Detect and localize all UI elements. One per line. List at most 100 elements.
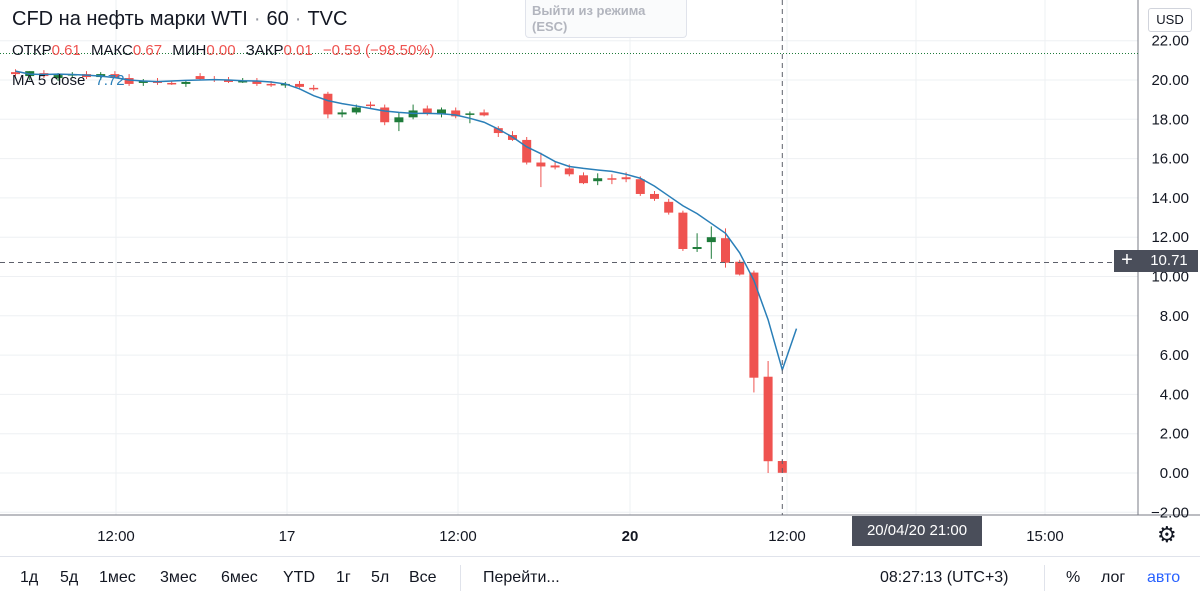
candle: [593, 173, 603, 186]
y-tick-label: 8.00: [1160, 308, 1189, 325]
candle: [721, 228, 730, 268]
range-3m-button[interactable]: 3мес: [160, 569, 197, 586]
candle-body: [777, 461, 787, 473]
x-tick-label: 20: [622, 528, 639, 545]
candle: [706, 226, 716, 259]
x-tick-label: 17: [279, 528, 296, 545]
candle: [763, 360, 773, 473]
candle-body: [607, 178, 617, 180]
x-tick-label: 15:00: [1026, 528, 1064, 545]
candle-body: [351, 107, 361, 113]
ma5-line: [15, 70, 798, 373]
range-1d-button[interactable]: 1д: [20, 569, 39, 586]
candle-body: [110, 74, 120, 79]
y-tick-label: 20.00: [1151, 72, 1189, 89]
candle-body: [763, 376, 773, 462]
chart-grid: [0, 0, 1138, 515]
symbol-name[interactable]: CFD на нефть марки WTI: [12, 8, 248, 30]
candle: [550, 161, 560, 170]
range-6m-button[interactable]: 6мес: [221, 569, 258, 586]
range-ytd-button[interactable]: YTD: [283, 569, 315, 586]
candle-body: [394, 117, 404, 123]
range-1y-button[interactable]: 1г: [336, 569, 351, 586]
y-tick-label: 6.00: [1160, 347, 1189, 364]
candle: [650, 191, 659, 201]
candle: [337, 109, 347, 118]
candle-body: [451, 110, 461, 117]
interval[interactable]: 60: [266, 8, 289, 30]
candle-body: [735, 261, 745, 275]
exit-fullscreen-label: Выйти из режима: [532, 3, 646, 18]
candle-body: [422, 108, 432, 114]
candle-body: [309, 87, 319, 90]
range-1m-button[interactable]: 1мес: [99, 569, 136, 586]
candle-body: [380, 107, 390, 123]
candle: [394, 112, 404, 132]
candle-body: [465, 113, 475, 115]
candle: [451, 107, 461, 119]
y-tick-label: 18.00: [1151, 111, 1189, 128]
candle-body: [650, 193, 659, 199]
candle: [11, 69, 20, 77]
log-scale-toggle[interactable]: лог: [1101, 569, 1126, 586]
candle-body: [749, 272, 759, 378]
candle-body: [11, 72, 20, 75]
high-value: 0.67: [132, 42, 163, 59]
candle: [522, 136, 532, 165]
candle: [465, 111, 475, 124]
candle-body: [621, 177, 631, 180]
toolbar-divider: [1044, 565, 1045, 591]
ma-legend[interactable]: MA 5 close 7.72: [12, 72, 125, 89]
candle-body: [564, 168, 574, 175]
candle: [295, 80, 304, 88]
candle: [664, 198, 674, 215]
price-chart[interactable]: −2.00 0.00 2.00 4.00 6.00 8.00 10.00 12.00 14.00…: [0, 0, 1200, 556]
ohlc-legend: ОТКР0.61 МАКС0.67 МИН0.00 ЗАКР0.01 −0.59…: [12, 42, 441, 59]
candle: [366, 101, 375, 109]
candle-body: [692, 247, 702, 249]
close-label: ЗАКР: [245, 42, 284, 59]
candle-body: [721, 238, 730, 263]
high-label: МАКС: [90, 42, 133, 59]
candle-body: [266, 83, 276, 86]
candle-body: [295, 83, 304, 87]
y-tick-label: 4.00: [1160, 386, 1189, 403]
candle-body: [437, 109, 446, 115]
candle-body: [706, 237, 716, 243]
change-value: −0.59 (−98.50%): [322, 42, 435, 59]
exit-fullscreen-hint: (ESC): [532, 19, 568, 34]
candle-body: [536, 162, 546, 167]
crosshair-time-label: 20/04/20 21:00: [852, 516, 982, 546]
candle-body: [53, 75, 63, 79]
range-5y-button[interactable]: 5л: [371, 569, 390, 586]
candle: [195, 73, 205, 80]
y-tick-label: −2.00: [1151, 504, 1189, 521]
y-tick-label: 10.00: [1151, 269, 1189, 286]
candle: [635, 176, 645, 196]
range-5d-button[interactable]: 5д: [60, 569, 79, 586]
goto-date-button[interactable]: Перейти...: [483, 569, 560, 586]
candle: [380, 104, 390, 126]
candle: [309, 84, 319, 91]
candle: [678, 210, 688, 251]
currency-button[interactable]: USD: [1148, 8, 1192, 32]
candle-body: [550, 165, 560, 168]
candle-body: [337, 112, 347, 115]
range-all-button[interactable]: Все: [409, 569, 437, 586]
x-tick-label: 12:00: [768, 528, 806, 545]
candle-body: [579, 175, 588, 184]
gear-icon[interactable]: ⚙: [1157, 522, 1177, 547]
candle: [536, 152, 546, 188]
candle-body: [664, 201, 674, 213]
x-tick-label: 12:00: [97, 528, 135, 545]
add-plus-icon[interactable]: +: [1114, 250, 1140, 272]
exit-fullscreen-button[interactable]: Выйти из режима (ESC): [525, 0, 687, 38]
candle: [607, 174, 617, 185]
auto-scale-toggle[interactable]: авто: [1147, 569, 1181, 586]
candle-body: [366, 104, 375, 107]
clock-timezone[interactable]: 08:27:13 (UTC+3): [880, 569, 1009, 586]
chart-header: CFD на нефть марки WTI · 60 · TVC: [12, 8, 348, 30]
percent-scale-toggle[interactable]: %: [1066, 569, 1081, 586]
candle-body: [224, 80, 233, 82]
candle-body: [323, 93, 333, 115]
